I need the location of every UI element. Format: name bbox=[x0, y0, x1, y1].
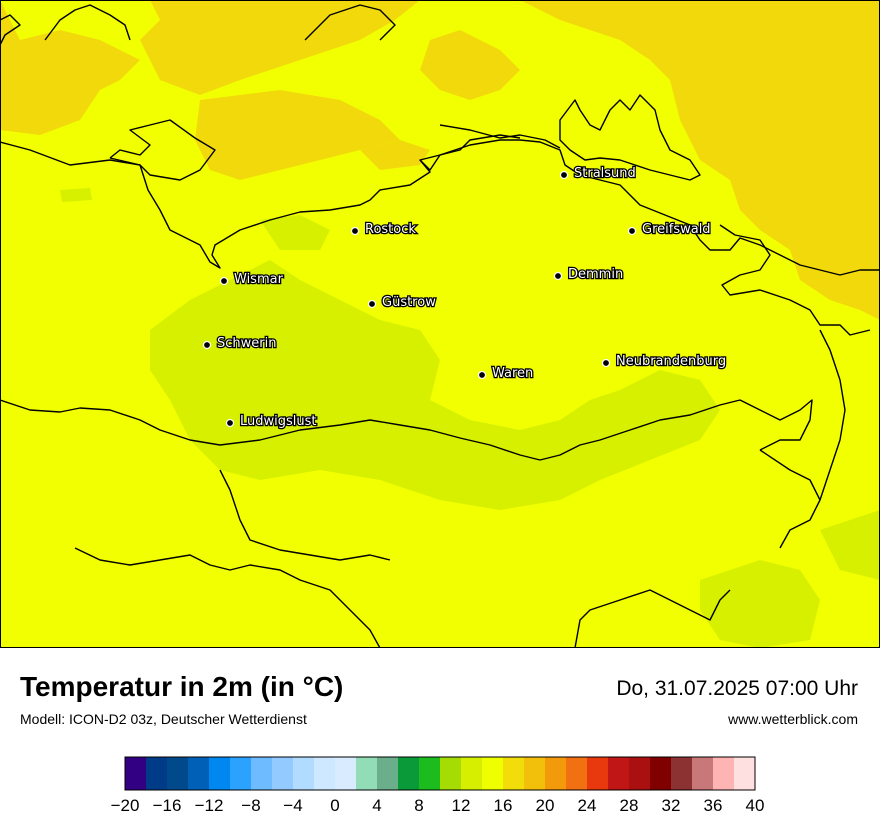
legend-color-bin bbox=[440, 757, 462, 790]
color-legend: −20 −16 −12 −8 −4 0 4 8 12 16 20 24 28 32 36 40 bbox=[111, 756, 765, 815]
legend-tick-label: 36 bbox=[704, 796, 723, 815]
website-link[interactable]: www.wetterblick.com bbox=[728, 711, 858, 727]
legend-color-bin bbox=[146, 757, 168, 790]
city-label: Güstrow bbox=[382, 295, 436, 310]
city-label: Demmin bbox=[568, 267, 623, 282]
legend-color-bin bbox=[356, 757, 378, 790]
city-greifswald[interactable]: Greifswald bbox=[627, 221, 712, 238]
legend-tick-label: 0 bbox=[330, 796, 339, 815]
legend-tick-label: 20 bbox=[536, 796, 555, 815]
city-label: Schwerin bbox=[217, 336, 276, 351]
legend-color-bin bbox=[482, 757, 504, 790]
city-ludwigslust[interactable]: Ludwigslust bbox=[225, 413, 318, 430]
legend-tick-label: 28 bbox=[620, 796, 639, 815]
legend-color-bin bbox=[188, 757, 210, 790]
city-neubrandenburg[interactable]: Neubrandenburg bbox=[601, 353, 727, 370]
forecast-datetime: Do, 31.07.2025 07:00 Uhr bbox=[616, 677, 858, 700]
legend-tick-label: 40 bbox=[746, 796, 765, 815]
legend-color-bin bbox=[524, 757, 546, 790]
legend-color-bin bbox=[671, 757, 693, 790]
legend-color-bin bbox=[251, 757, 273, 790]
city-label: Wismar bbox=[234, 272, 284, 287]
city-markers: Stralsund Rostock Greifswald Demmin Wism… bbox=[202, 165, 727, 430]
legend-color-bin bbox=[692, 757, 714, 790]
legend-tick-label: −20 bbox=[111, 796, 140, 815]
legend-color-bin bbox=[503, 757, 525, 790]
legend-color-bin bbox=[272, 757, 294, 790]
legend-color-bin bbox=[608, 757, 630, 790]
legend-frame bbox=[124, 756, 756, 791]
legend-tick-label: 24 bbox=[578, 796, 597, 815]
legend-tick-label: 4 bbox=[372, 796, 381, 815]
legend-color-bin bbox=[377, 757, 399, 790]
legend-color-bin bbox=[545, 757, 567, 790]
legend-color-bin bbox=[335, 757, 357, 790]
legend-tick-label: −12 bbox=[195, 796, 224, 815]
model-subtitle: Modell: ICON-D2 03z, Deutscher Wetterdie… bbox=[20, 711, 307, 727]
city-label: Neubrandenburg bbox=[616, 354, 726, 369]
legend-tick-label: 8 bbox=[414, 796, 423, 815]
city-demmin[interactable]: Demmin bbox=[553, 266, 624, 283]
legend-color-bin bbox=[167, 757, 189, 790]
city-label: Greifswald bbox=[642, 222, 711, 237]
legend-color-bin bbox=[713, 757, 735, 790]
warm-temperature-zones bbox=[0, 0, 880, 320]
legend-tick-labels: −20 −16 −12 −8 −4 0 4 8 12 16 20 24 28 32 36 40 bbox=[111, 796, 765, 815]
city-label: Stralsund bbox=[574, 166, 636, 181]
legend-tick-label: 16 bbox=[494, 796, 513, 815]
legend-color-bin bbox=[734, 757, 756, 790]
legend-color-bins bbox=[125, 757, 756, 790]
legend-color-bin bbox=[398, 757, 420, 790]
city-stralsund[interactable]: Stralsund bbox=[559, 165, 637, 182]
city-guestrow[interactable]: Güstrow bbox=[367, 294, 437, 311]
city-rostock[interactable]: Rostock bbox=[350, 221, 418, 238]
city-label: Waren bbox=[492, 366, 533, 381]
legend-color-bin bbox=[461, 757, 483, 790]
coastlines-and-borders bbox=[0, 4, 880, 648]
legend-color-bin bbox=[230, 757, 252, 790]
legend-color-bin bbox=[650, 757, 672, 790]
city-waren[interactable]: Waren bbox=[477, 365, 535, 382]
page-title: Temperatur in 2m (in °C) bbox=[20, 671, 344, 702]
legend-color-bin bbox=[587, 757, 609, 790]
temperature-map: Stralsund Rostock Greifswald Demmin Wism… bbox=[0, 0, 880, 648]
city-label: Rostock bbox=[365, 222, 416, 237]
legend-color-bin bbox=[566, 757, 588, 790]
legend-color-bin bbox=[209, 757, 231, 790]
legend-tick-label: −8 bbox=[241, 796, 260, 815]
legend-tick-label: −16 bbox=[153, 796, 182, 815]
legend-color-bin bbox=[125, 757, 147, 790]
legend-tick-label: 32 bbox=[662, 796, 681, 815]
legend-tick-label: −4 bbox=[283, 796, 302, 815]
legend-color-bin bbox=[419, 757, 441, 790]
city-schwerin[interactable]: Schwerin bbox=[202, 335, 278, 352]
legend-color-bin bbox=[629, 757, 651, 790]
city-wismar[interactable]: Wismar bbox=[219, 271, 285, 288]
legend-color-bin bbox=[293, 757, 315, 790]
cool-temperature-zones bbox=[60, 188, 880, 648]
legend-color-bin bbox=[314, 757, 336, 790]
legend-tick-label: 12 bbox=[452, 796, 471, 815]
city-label: Ludwigslust bbox=[240, 414, 317, 429]
